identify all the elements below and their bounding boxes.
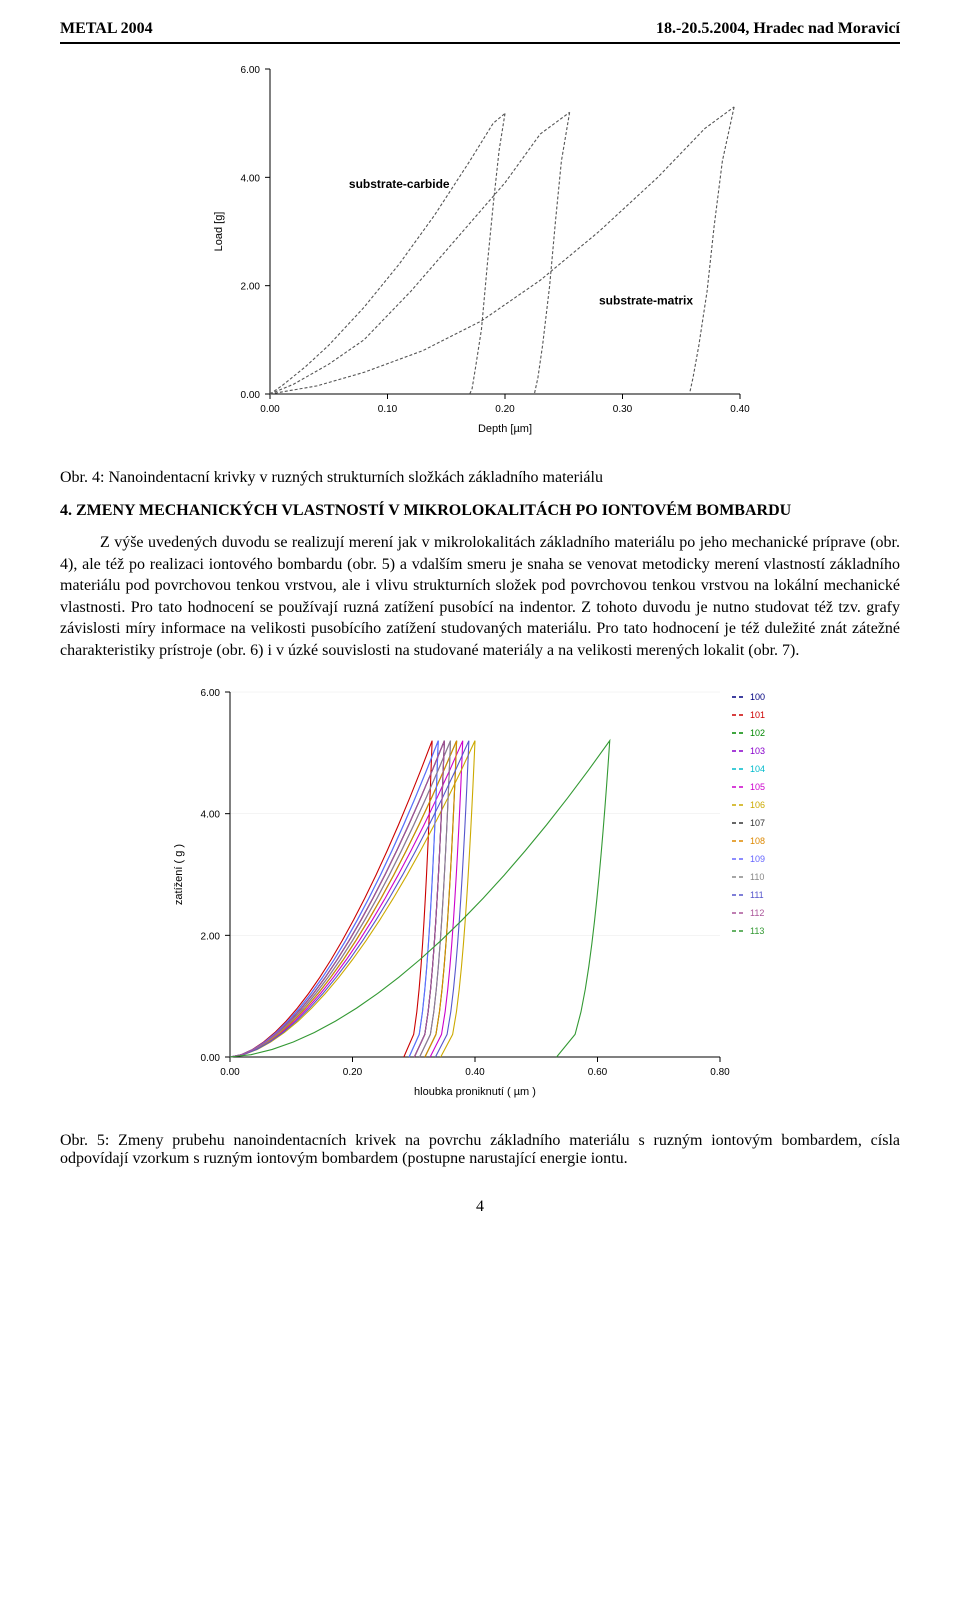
svg-text:0.10: 0.10 <box>378 404 398 415</box>
svg-text:0.30: 0.30 <box>613 404 633 415</box>
svg-text:100: 100 <box>750 692 765 702</box>
svg-text:0.40: 0.40 <box>730 404 750 415</box>
svg-text:hloubka proniknutí ( µm ): hloubka proniknutí ( µm ) <box>414 1086 536 1098</box>
svg-text:zatížení ( g ): zatížení ( g ) <box>173 843 185 904</box>
svg-text:110: 110 <box>750 872 764 882</box>
svg-text:0.60: 0.60 <box>588 1067 608 1078</box>
svg-text:103: 103 <box>750 746 765 756</box>
svg-text:6.00: 6.00 <box>201 688 221 699</box>
header-right: 18.-20.5.2004, Hradec nad Moravicí <box>656 20 900 38</box>
svg-text:106: 106 <box>750 800 765 810</box>
svg-text:109: 109 <box>750 854 765 864</box>
header-rule <box>60 42 900 44</box>
chart2-container: 0.00 2.00 4.00 6.00 0.00 0.20 0.40 0.60 0.80 zatí… <box>60 677 900 1112</box>
svg-text:111: 111 <box>750 890 764 900</box>
svg-text:2.00: 2.00 <box>241 282 261 293</box>
svg-text:113: 113 <box>750 926 764 936</box>
svg-text:108: 108 <box>750 836 765 846</box>
svg-text:substrate-carbide: substrate-carbide <box>349 177 450 191</box>
svg-text:101: 101 <box>750 710 765 720</box>
svg-text:substrate-matrix: substrate-matrix <box>599 294 693 308</box>
svg-text:6.00: 6.00 <box>241 65 261 76</box>
svg-text:102: 102 <box>750 728 765 738</box>
page-header: METAL 2004 18.-20.5.2004, Hradec nad Mor… <box>60 20 900 38</box>
svg-text:2.00: 2.00 <box>201 931 221 942</box>
svg-text:105: 105 <box>750 782 765 792</box>
svg-text:0.00: 0.00 <box>260 404 280 415</box>
section-4-title: 4. ZMENY MECHANICKÝCH VLASTNOSTÍ V MIKRO… <box>60 502 900 520</box>
chart2-svg: 0.00 2.00 4.00 6.00 0.00 0.20 0.40 0.60 0.80 zatí… <box>160 677 800 1107</box>
chart1-container: 0.00 2.00 4.00 6.00 0.00 0.10 0.20 0.30 0.40 Load… <box>60 54 900 449</box>
svg-text:0.00: 0.00 <box>241 390 261 401</box>
svg-text:0.00: 0.00 <box>201 1053 221 1064</box>
svg-text:0.20: 0.20 <box>343 1067 363 1078</box>
header-left: METAL 2004 <box>60 20 153 38</box>
page-number: 4 <box>60 1198 900 1216</box>
svg-text:0.40: 0.40 <box>465 1067 485 1078</box>
svg-text:Depth [µm]: Depth [µm] <box>478 423 532 435</box>
svg-text:104: 104 <box>750 764 765 774</box>
body-paragraph: Z výše uvedených duvodu se realizují mer… <box>60 532 900 662</box>
svg-text:4.00: 4.00 <box>241 173 261 184</box>
svg-text:0.00: 0.00 <box>220 1067 240 1078</box>
svg-text:107: 107 <box>750 818 765 828</box>
chart1-svg: 0.00 2.00 4.00 6.00 0.00 0.10 0.20 0.30 0.40 Load… <box>200 54 760 444</box>
svg-text:112: 112 <box>750 908 764 918</box>
svg-text:Load [g]: Load [g] <box>213 212 225 252</box>
svg-text:4.00: 4.00 <box>201 809 221 820</box>
svg-text:0.20: 0.20 <box>495 404 515 415</box>
svg-text:0.80: 0.80 <box>710 1067 730 1078</box>
caption-fig4: Obr. 4: Nanoindentacní krivky v ruzných … <box>60 469 900 487</box>
caption-fig5: Obr. 5: Zmeny prubehu nanoindentacních k… <box>60 1132 900 1168</box>
